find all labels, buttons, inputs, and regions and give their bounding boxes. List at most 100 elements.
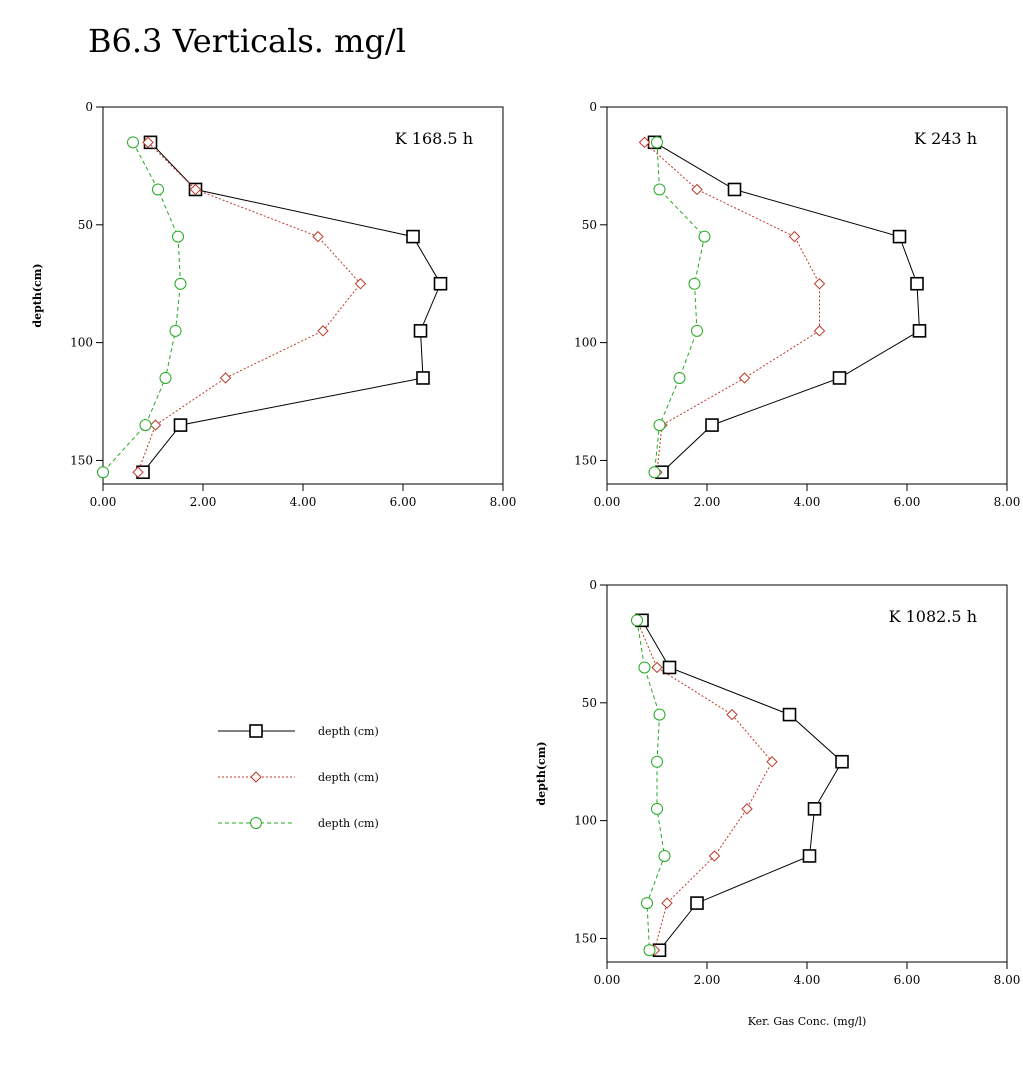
data-point: [641, 897, 653, 910]
legend-marker: [250, 817, 262, 829]
data-point: [132, 466, 144, 478]
data-point: [802, 849, 817, 863]
data-point: [782, 707, 797, 722]
y-axis-label: depth(cm): [31, 263, 44, 327]
x-tick-label: 6.00: [894, 973, 921, 987]
series-line: [636, 620, 666, 951]
legend-marker: [249, 724, 263, 738]
x-tick-label: 0.00: [594, 495, 621, 509]
y-tick-label: 50: [582, 218, 597, 232]
data-point: [173, 418, 188, 432]
data-point: [174, 277, 187, 290]
series-line: [102, 142, 182, 473]
page-title: B6.3 Verticals. mg/l: [88, 22, 406, 60]
data-point: [149, 419, 162, 431]
panel-title: K 168.5 h: [395, 129, 473, 148]
data-point: [705, 418, 719, 432]
data-point: [813, 278, 826, 290]
y-tick-label: 100: [70, 336, 93, 350]
x-tick-label: 4.00: [794, 973, 821, 987]
legend-marker-2: [250, 771, 262, 783]
y-tick-label: 0: [589, 578, 597, 592]
data-point: [708, 850, 721, 862]
data-point: [653, 183, 666, 196]
chart-panel-2: 0 50 100 150 0.00 2.00 4.00 6.00 8.00 K 243 h: [574, 100, 1020, 509]
data-point: [354, 278, 367, 290]
x-axis-label: Ker. Gas Conc. (mg/l): [748, 1015, 867, 1028]
data-point: [139, 419, 152, 432]
data-point: [690, 896, 704, 910]
data-point: [416, 371, 430, 385]
legend-label-3: depth (cm): [318, 817, 379, 830]
series-3: [97, 136, 187, 479]
y-tick-label: 50: [582, 696, 597, 710]
data-point: [317, 325, 329, 337]
x-tick-label: 6.00: [894, 495, 921, 509]
y-tick-label: 50: [78, 218, 93, 232]
data-point: [643, 944, 656, 957]
data-point: [910, 276, 924, 291]
data-point: [788, 230, 801, 243]
legend-item-2[interactable]: depth (cm): [218, 771, 379, 784]
x-tick-label: 4.00: [290, 495, 317, 509]
legend: depth (cm) depth (cm) depth (cm): [218, 724, 379, 830]
legend-item-1[interactable]: depth (cm): [218, 724, 379, 738]
x-tick-label: 8.00: [994, 973, 1021, 987]
data-point: [638, 661, 651, 674]
data-point: [433, 276, 448, 291]
x-tick-label: 8.00: [490, 495, 517, 509]
series-line: [142, 141, 442, 473]
data-point: [766, 756, 778, 768]
data-point: [127, 136, 139, 149]
data-point: [159, 371, 172, 384]
x-tick-label: 0.00: [594, 973, 621, 987]
x-tick-label: 0.00: [90, 495, 117, 509]
data-point: [648, 466, 661, 479]
data-point: [152, 183, 164, 196]
series-line: [654, 142, 706, 473]
legend-label-2: depth (cm): [318, 771, 379, 784]
panel-title: K 1082.5 h: [889, 607, 977, 626]
data-point: [912, 324, 927, 338]
data-point: [691, 183, 703, 196]
series-line: [641, 620, 843, 951]
data-point: [741, 803, 753, 815]
data-point: [653, 419, 666, 432]
y-tick-label: 150: [70, 453, 93, 467]
x-tick-label: 2.00: [694, 973, 721, 987]
data-point: [142, 136, 154, 149]
data-point: [738, 372, 751, 384]
data-point: [658, 849, 671, 862]
legend-marker-3: [250, 817, 262, 829]
x-tick-label: 8.00: [994, 495, 1021, 509]
data-point: [413, 324, 428, 338]
data-point: [807, 802, 822, 816]
data-point: [813, 325, 826, 337]
legend-marker-1: [249, 724, 263, 738]
data-point: [651, 136, 663, 149]
data-point: [169, 324, 182, 337]
x-tick-label: 2.00: [190, 495, 217, 509]
data-point: [653, 708, 666, 721]
series-line: [644, 141, 820, 473]
data-point: [651, 661, 663, 674]
series-3: [631, 614, 671, 957]
data-point: [219, 372, 232, 384]
data-point: [832, 371, 847, 385]
data-point: [651, 802, 663, 815]
legend-item-3[interactable]: depth (cm): [218, 817, 379, 830]
y-tick-label: 150: [574, 931, 597, 945]
series-2: [631, 614, 778, 956]
data-point: [835, 754, 849, 769]
data-point: [662, 660, 677, 675]
data-point: [726, 708, 738, 721]
series-line: [636, 620, 773, 951]
series-line: [654, 141, 921, 473]
series-2: [132, 136, 367, 478]
data-point: [892, 229, 907, 244]
y-tick-label: 150: [574, 453, 597, 467]
data-point: [189, 183, 202, 196]
data-point: [312, 230, 324, 243]
data-point: [661, 897, 673, 909]
